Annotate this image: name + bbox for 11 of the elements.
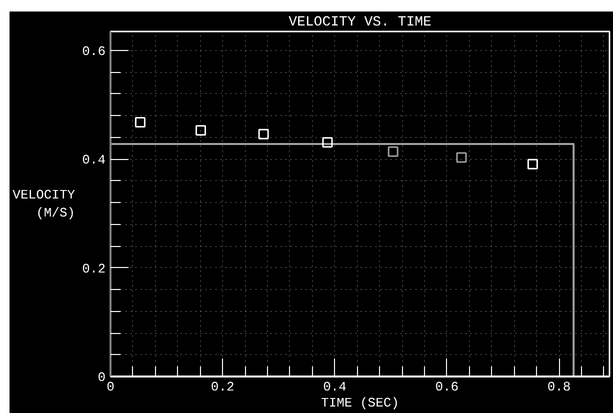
y-tick-label: 0.2	[82, 261, 106, 276]
y-tick-label: 0	[98, 370, 106, 385]
x-tick-label: 0.2	[210, 380, 234, 394]
y-tick-label: 0.6	[82, 44, 106, 60]
x-tick-label: 0.8	[547, 380, 571, 394]
y-axis-title: VELOCITY (M/S)	[12, 188, 76, 220]
y-tick-label: 0.4	[82, 152, 106, 168]
x-tick-label: 0.6	[435, 380, 459, 394]
chart-title: VELOCITY VS. TIME	[288, 14, 432, 30]
x-tick-label: 0.4	[323, 380, 347, 394]
x-axis-title: TIME (SEC)	[320, 396, 400, 410]
